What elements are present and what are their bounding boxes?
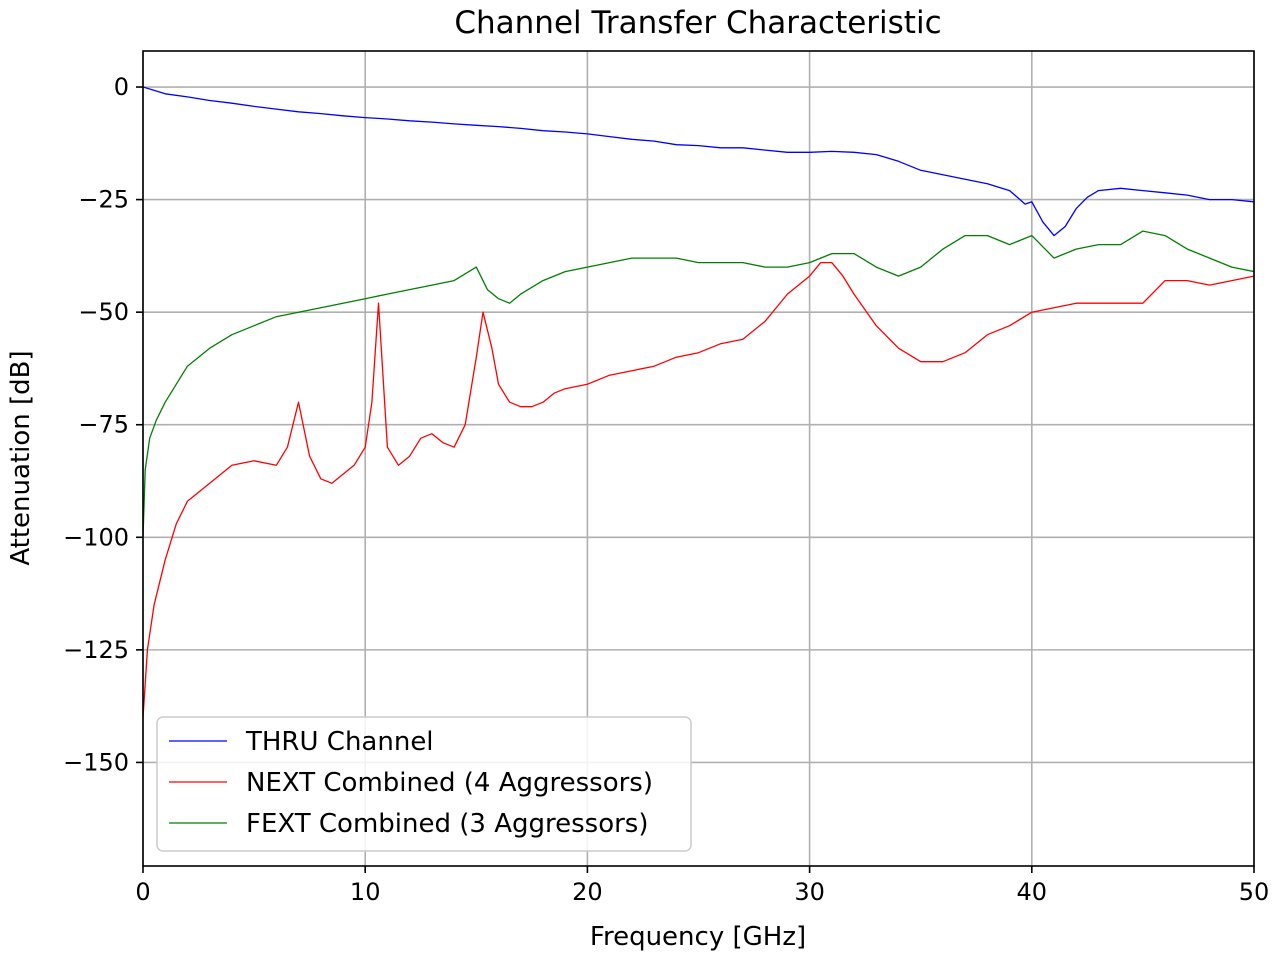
legend-label-thru-channel: THRU Channel: [245, 727, 434, 757]
legend-box: [156, 716, 692, 852]
y-tick-label: −150: [63, 748, 129, 776]
series-line-next-combined-4-aggressors: [143, 261, 1254, 718]
x-tick-label: 10: [350, 878, 381, 906]
axis-ticks: 0 10 20 30 40 50 0 −25 −50 −75 −100 −125 −150: [63, 73, 1269, 906]
y-tick-label: −100: [63, 523, 129, 551]
y-axis-label: Attenuation [dB]: [6, 350, 36, 565]
y-tick-label: −75: [78, 411, 129, 439]
chart-title: Channel Transfer Characteristic: [454, 5, 941, 41]
x-tick-label: 40: [1017, 878, 1048, 906]
y-tick-label: −125: [63, 636, 129, 664]
legend-label-next-combined-4-aggressors: NEXT Combined (4 Aggressors): [246, 768, 653, 798]
legend-label-fext-combined-3-aggressors: FEXT Combined (3 Aggressors): [246, 809, 648, 839]
y-tick-label: −25: [78, 186, 129, 214]
x-tick-label: 0: [135, 878, 150, 906]
legend: THRU Channel NEXT Combined (4 Aggressors)…: [156, 716, 692, 852]
x-tick-label: 30: [794, 878, 825, 906]
y-tick-label: −50: [78, 298, 129, 326]
plot-frame: [142, 50, 1255, 867]
x-tick-label: 50: [1239, 878, 1270, 906]
y-tick-label: 0: [114, 73, 129, 101]
series-line-thru-channel: [143, 86, 1254, 237]
series-line-fext-combined-3-aggressors: [143, 230, 1254, 538]
series-lines: [143, 86, 1254, 718]
x-tick-label: 20: [572, 878, 603, 906]
x-axis-label: Frequency [GHz]: [590, 922, 806, 952]
